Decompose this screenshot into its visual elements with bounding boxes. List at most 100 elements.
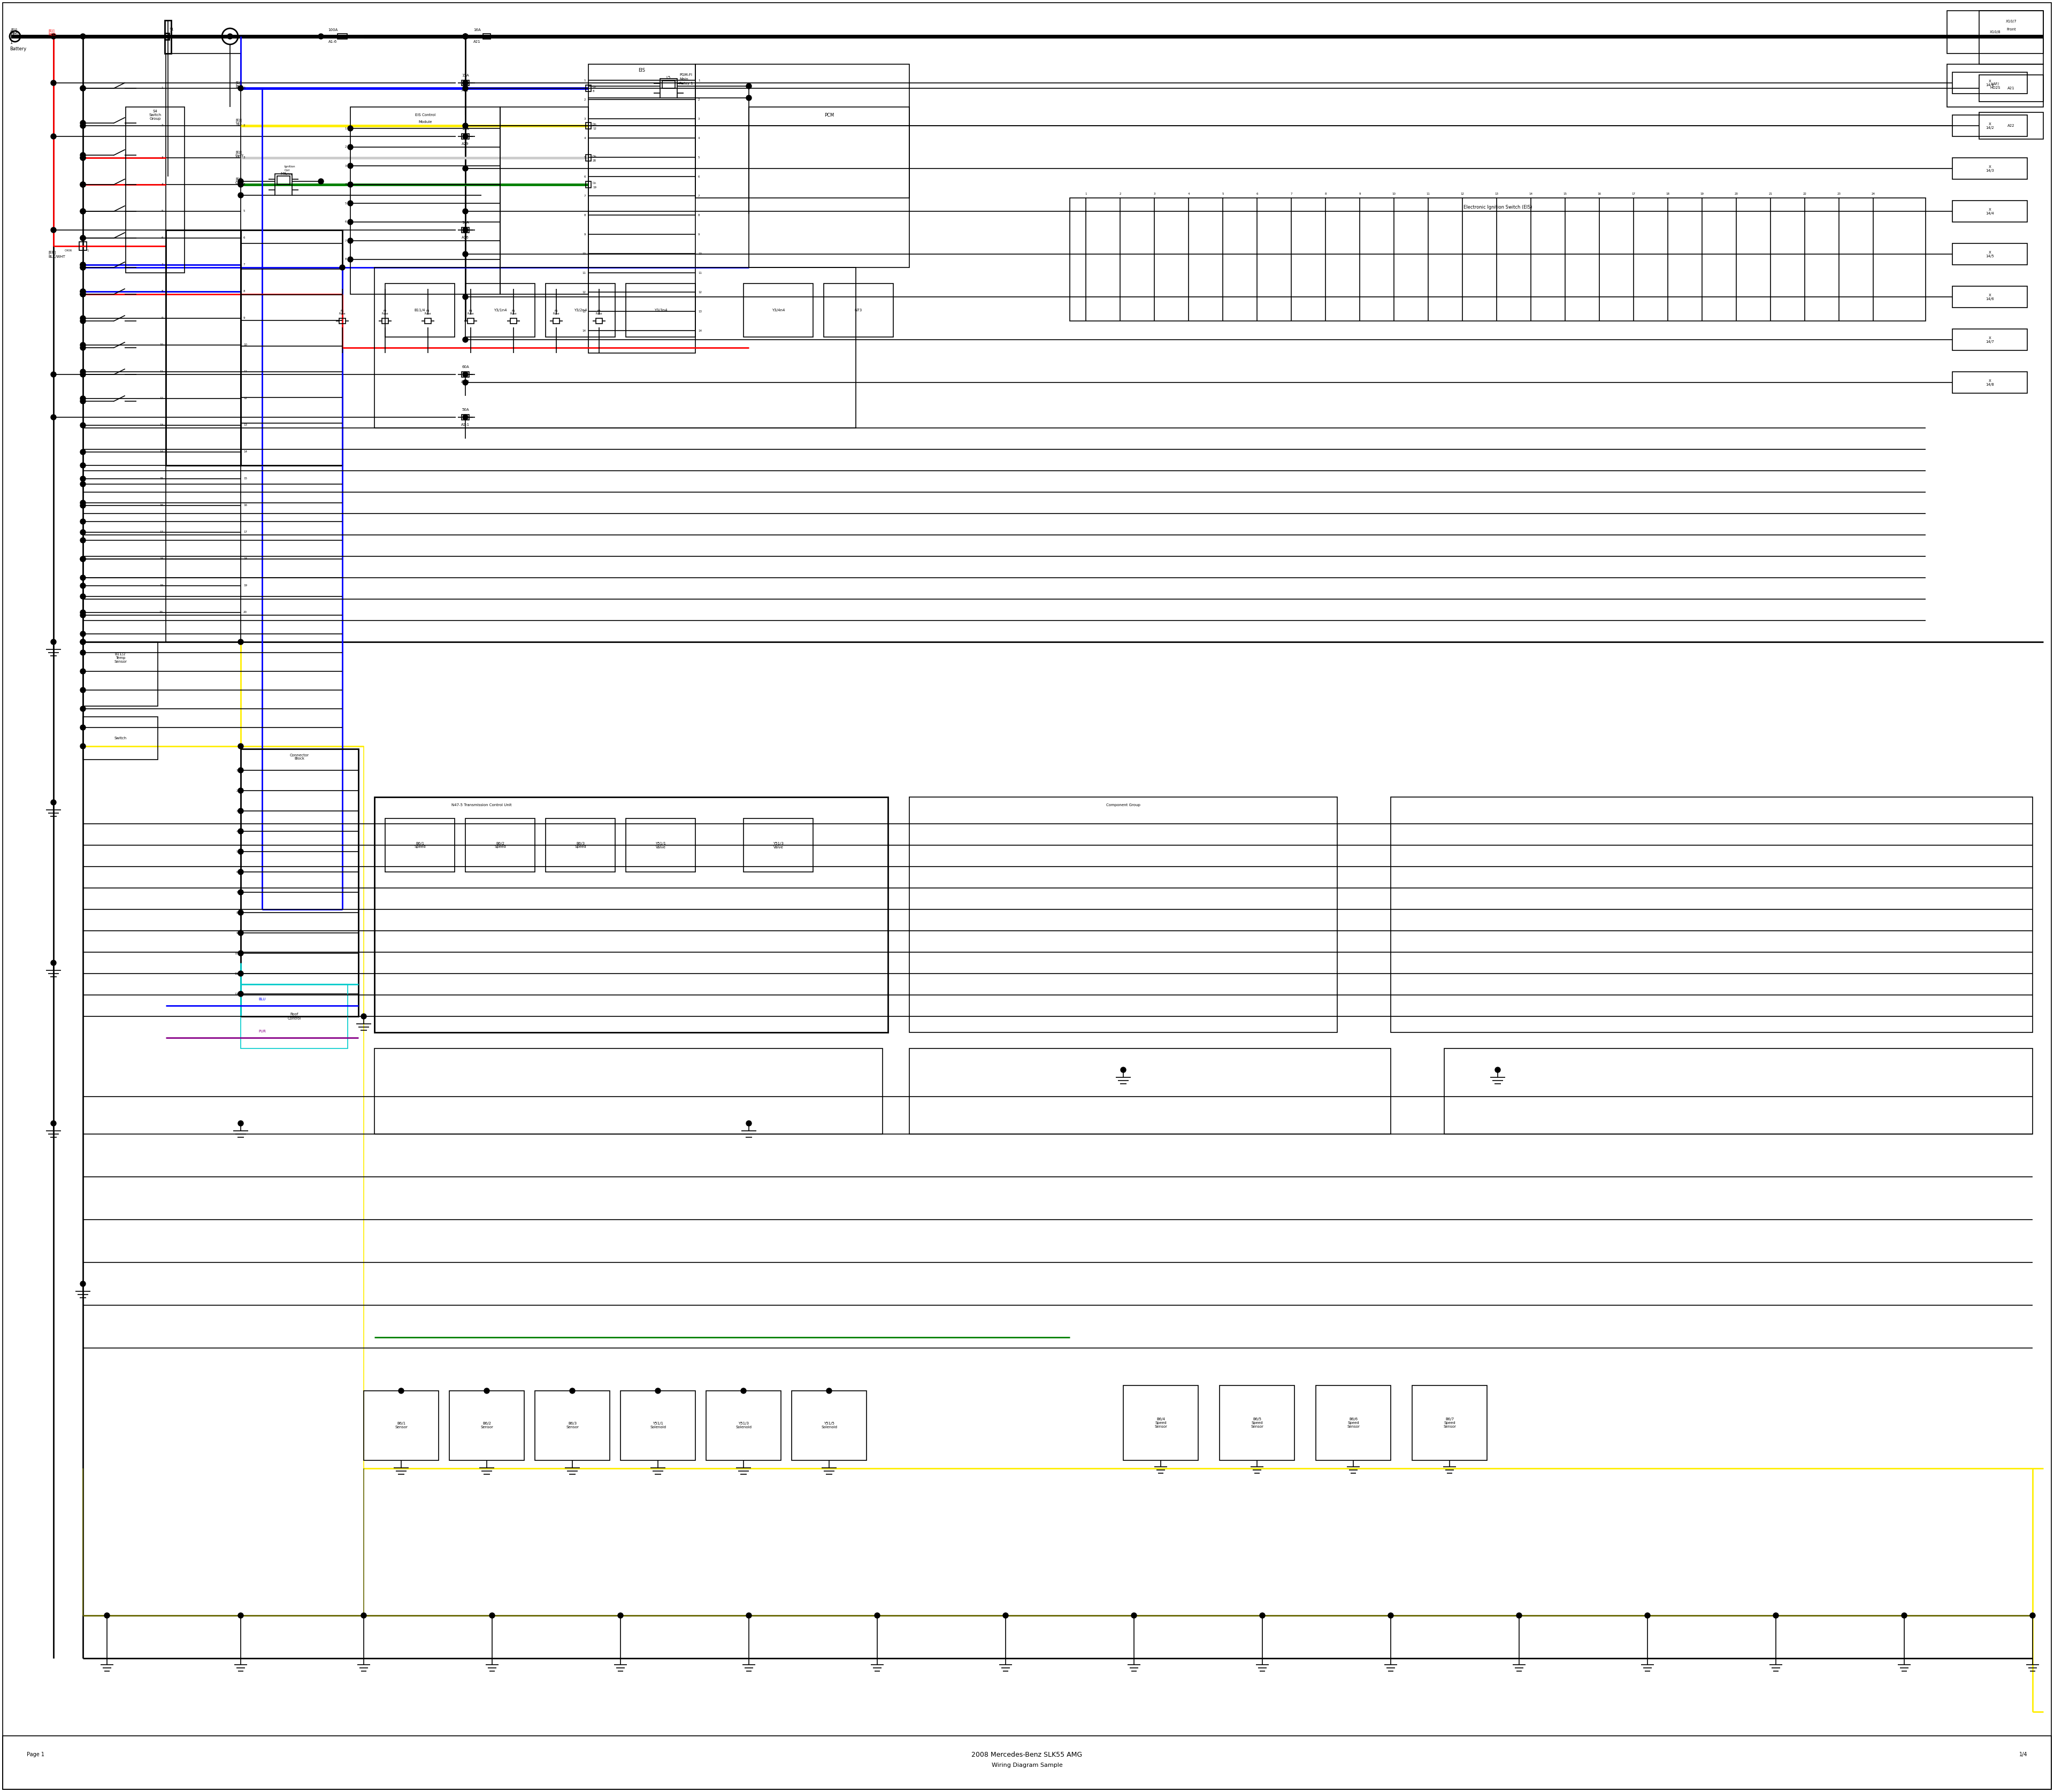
Circle shape [655,1389,661,1394]
Circle shape [238,192,242,197]
Circle shape [51,371,55,376]
Bar [462,228,468,233]
Bar [534,1391,610,1460]
Text: 1: 1 [10,41,12,45]
Text: A1-6: A1-6 [329,39,337,43]
Bar [696,65,910,197]
Circle shape [80,450,86,455]
Circle shape [462,86,468,91]
Circle shape [398,1389,405,1394]
Circle shape [80,538,86,543]
Bar [585,154,592,161]
Circle shape [80,156,86,161]
Text: 11: 11 [581,271,585,274]
Text: 17: 17 [1631,192,1635,195]
Text: F7
Fuse: F7 Fuse [596,310,602,315]
Text: 10: 10 [581,253,585,254]
Bar [166,229,240,466]
Bar [450,1391,524,1460]
Text: B6/3
Sensor: B6/3 Sensor [567,1423,579,1428]
Text: 16A: 16A [474,29,481,32]
Text: A21: A21 [474,39,481,43]
Circle shape [462,208,468,213]
Text: 16: 16 [242,504,246,507]
Text: X10/8: X10/8 [1990,30,2001,34]
Circle shape [1645,1613,1649,1618]
Circle shape [80,613,86,618]
Text: 13: 13 [1495,192,1499,195]
Text: A16: A16 [462,237,468,238]
Circle shape [347,201,353,206]
Circle shape [238,950,242,955]
Circle shape [362,1014,366,1020]
Bar [1391,797,2033,1032]
Circle shape [80,181,86,186]
Bar [620,1391,696,1460]
Circle shape [2029,1613,2036,1618]
Circle shape [746,84,752,90]
Bar [240,749,357,1016]
Circle shape [80,152,86,158]
Bar [910,1048,1391,1134]
Text: X
14/1: X 14/1 [1986,79,1994,86]
Circle shape [51,961,55,966]
Text: 10: 10 [234,952,238,955]
Bar [364,1391,440,1460]
Text: T1: T1 [168,29,175,30]
Circle shape [489,1613,495,1618]
Circle shape [80,520,86,525]
Text: 18: 18 [160,557,162,561]
Bar [1953,115,2027,136]
Circle shape [462,167,468,172]
Text: B11/2
Temp
Sensor: B11/2 Temp Sensor [113,652,127,663]
Text: 11: 11 [234,973,238,975]
Text: 10: 10 [1393,192,1397,195]
Circle shape [746,1613,752,1618]
Text: 22: 22 [1803,192,1808,195]
Circle shape [80,500,86,505]
Circle shape [238,788,242,794]
Text: 13: 13 [581,310,585,312]
Text: 21: 21 [1768,192,1773,195]
Bar [744,819,813,873]
Circle shape [80,315,86,321]
Text: N47-5 Transmission Control Unit: N47-5 Transmission Control Unit [452,803,511,806]
Text: 18: 18 [242,557,246,561]
Bar [791,1391,867,1460]
Circle shape [80,396,86,401]
Circle shape [1002,1613,1009,1618]
Text: 16: 16 [1598,192,1602,195]
Text: [EI]: [EI] [10,29,16,32]
Text: 15: 15 [1563,192,1567,195]
Circle shape [347,219,353,224]
Circle shape [462,34,468,39]
Text: Y51/1
Solenoid: Y51/1 Solenoid [649,1423,665,1428]
Bar [468,319,474,324]
Circle shape [80,262,86,267]
Circle shape [51,134,55,140]
Text: Roof
Control: Roof Control [288,1012,302,1020]
Circle shape [569,1389,575,1394]
Bar [82,717,158,760]
Circle shape [80,208,86,213]
Text: F6
Fuse: F6 Fuse [553,310,559,315]
Circle shape [80,582,86,588]
Circle shape [462,380,468,385]
Circle shape [80,235,86,240]
Text: 13: 13 [160,425,162,426]
Bar [1953,72,2027,93]
Text: Main: Main [680,77,688,81]
Circle shape [462,124,468,129]
Circle shape [80,504,86,509]
Text: BLK/WHT: BLK/WHT [47,254,66,258]
Bar [425,319,431,324]
Text: A22: A22 [462,90,468,91]
Text: X10/7: X10/7 [2005,20,2017,23]
Circle shape [1516,1613,1522,1618]
Text: C406: C406 [64,249,72,251]
Circle shape [462,34,468,39]
Circle shape [51,81,55,86]
Text: Y51/1
Valve: Y51/1 Valve [655,842,665,849]
Text: 12: 12 [1460,192,1465,195]
Text: A2-3: A2-3 [460,380,470,383]
